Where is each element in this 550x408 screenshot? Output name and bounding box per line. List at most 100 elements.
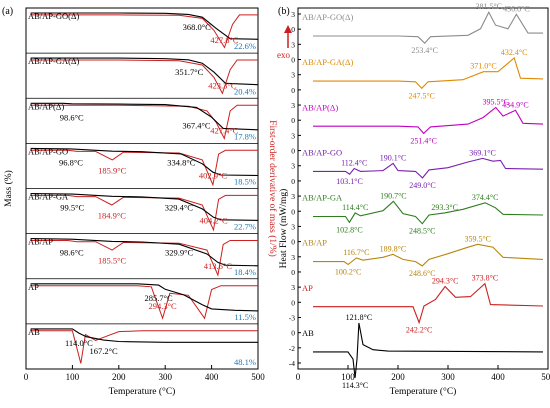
peak-label: 373.8°C: [472, 274, 499, 283]
tg-line-5: [30, 238, 259, 267]
x-tick-label: 300: [158, 372, 172, 382]
x-tick-label: 200: [112, 372, 126, 382]
peak-label: 114.3°C: [342, 381, 368, 390]
residue-label: 17.8%: [234, 131, 256, 141]
peak-label: 114.0°C: [65, 338, 93, 348]
peak-label: 167.2°C: [89, 346, 118, 356]
y-tick-label: 0: [291, 86, 295, 95]
peak-label: 434.9°C: [502, 100, 529, 109]
y-tick-label: -3: [289, 313, 295, 322]
peak-label: 359.5°C: [464, 234, 491, 243]
dtg-line-1: [30, 59, 258, 95]
y-tick-label: 0: [291, 177, 295, 186]
peak-label: 190.1°C: [380, 153, 407, 162]
tg-line-0: [30, 12, 259, 40]
residue-label: 22.6%: [234, 41, 256, 51]
tg-line-4: [30, 192, 259, 221]
y-tick-label: 0: [291, 207, 295, 216]
y-tick-label: 0: [291, 147, 295, 156]
peak-label: 427.8°C: [210, 35, 239, 45]
residue-label: 48.1%: [234, 357, 256, 367]
y-tick-label: 3: [291, 71, 295, 80]
plot-frame: [297, 7, 549, 370]
tg-line-3: [30, 147, 259, 177]
series-label: AB/AP-GO(Δ): [28, 11, 79, 21]
peak-label: 98.6°C: [60, 112, 84, 122]
x-axis-label: Temperature (°C): [390, 386, 457, 397]
exo-label: exo: [277, 50, 290, 60]
dsc-line-7: [313, 322, 544, 378]
peak-label: 413.6°C: [204, 261, 233, 271]
peak-label: 184.9°C: [98, 211, 127, 221]
peak-label: 251.4°C: [410, 136, 437, 145]
peak-label: 112.4°C: [341, 158, 367, 167]
x-tick-label: 500: [541, 372, 550, 382]
y-tick-label: 3: [291, 253, 295, 262]
y-tick-label: 0: [291, 116, 295, 125]
peak-label: 249.0°C: [409, 181, 436, 190]
peak-label: 294.3°C: [432, 277, 459, 286]
peak-label: 368.0°C: [183, 22, 212, 32]
series-label: AB: [28, 327, 40, 337]
x-tick-label: 100: [66, 372, 80, 382]
series-label: AB/AP: [28, 237, 53, 247]
peak-label: 334.8°C: [167, 157, 196, 167]
dtg-line-0: [30, 14, 258, 49]
y-tick-label: 3: [291, 222, 295, 231]
x-tick-label: 300: [441, 372, 455, 382]
peak-label: 436.8°C: [503, 4, 530, 13]
dsc-line-3: [313, 157, 544, 179]
peak-label: 98.6°C: [60, 248, 84, 258]
peak-label: 285.7°C: [144, 293, 173, 303]
dtg-line-6: [30, 285, 258, 320]
peak-label: 294.3°C: [148, 301, 177, 311]
series-label: AB/AP-GO: [302, 147, 342, 157]
residue-label: 20.4%: [234, 86, 256, 96]
y-tick-label: 0: [291, 268, 295, 277]
y-tick-label: -2: [289, 344, 295, 353]
dsc-line-1: [313, 57, 544, 90]
series-label: AB/AP-GA: [302, 193, 343, 203]
tg-line-7: [30, 328, 258, 343]
peak-label: 381.5°C: [475, 2, 502, 11]
peak-label: 185.9°C: [98, 165, 127, 175]
y-tick-label: 0: [291, 329, 295, 338]
peak-label: 248.5°C: [409, 227, 436, 236]
peak-label: 114.4°C: [342, 203, 368, 212]
peak-label: 351.7°C: [175, 67, 204, 77]
peak-label: 329.9°C: [165, 248, 194, 258]
y-axis-label-right: First-order derivative of mass (1/%): [267, 120, 278, 257]
peak-label: 190.7°C: [380, 191, 407, 200]
y-tick-label: 0: [291, 238, 295, 247]
peak-label: 253.4°C: [411, 46, 438, 55]
x-tick-label: 0: [296, 372, 301, 382]
peak-label: 189.8°C: [380, 244, 407, 253]
panel-label: (a): [2, 6, 13, 17]
peak-label: 432.4°C: [501, 48, 528, 57]
x-tick-label: 400: [205, 372, 219, 382]
peak-label: 427.4°C: [210, 125, 239, 135]
peak-label: 99.5°C: [60, 203, 84, 213]
x-tick-label: 400: [491, 372, 505, 382]
series-label: AB/AP-GA(Δ): [28, 56, 79, 66]
y-tick-label: 3: [291, 10, 295, 19]
y-tick-label: 3: [291, 192, 295, 201]
dtg-line-7: [30, 330, 258, 364]
peak-label: 293.3°C: [431, 203, 458, 212]
y-tick-label: 3: [291, 283, 295, 292]
peak-label: 329.4°C: [165, 203, 194, 213]
exo-arrowhead: [284, 25, 292, 33]
dsc-line-4: [313, 200, 544, 225]
y-axis-label: Heat Flow (mW/mg): [278, 189, 289, 269]
peak-label: 102.8°C: [336, 225, 363, 234]
peak-label: 121.8°C: [346, 313, 373, 322]
panel-b: (b)exo0100200300400500Temperature (°C)He…: [277, 2, 550, 397]
series-label: AB/AP(Δ): [302, 102, 338, 112]
series-label: AB/AP-GA(Δ): [302, 57, 353, 67]
y-tick-label: 3: [291, 101, 295, 110]
residue-label: 18.4%: [234, 267, 256, 277]
residue-label: 18.5%: [234, 177, 256, 187]
dsc-line-2: [313, 106, 544, 135]
series-label: AB: [302, 328, 314, 338]
panel-a: (a) 0 100 200 300 400 500 Temperature (°C) Mass …: [2, 6, 278, 397]
